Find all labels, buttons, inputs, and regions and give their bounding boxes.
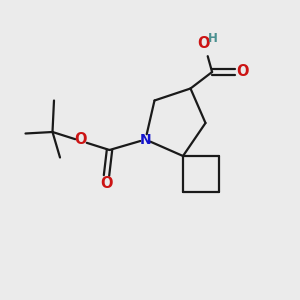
Text: O: O xyxy=(236,64,248,80)
Text: O: O xyxy=(197,36,210,51)
Text: H: H xyxy=(208,32,218,46)
Text: O: O xyxy=(74,132,87,147)
Text: O: O xyxy=(100,176,113,190)
Text: N: N xyxy=(140,133,151,146)
